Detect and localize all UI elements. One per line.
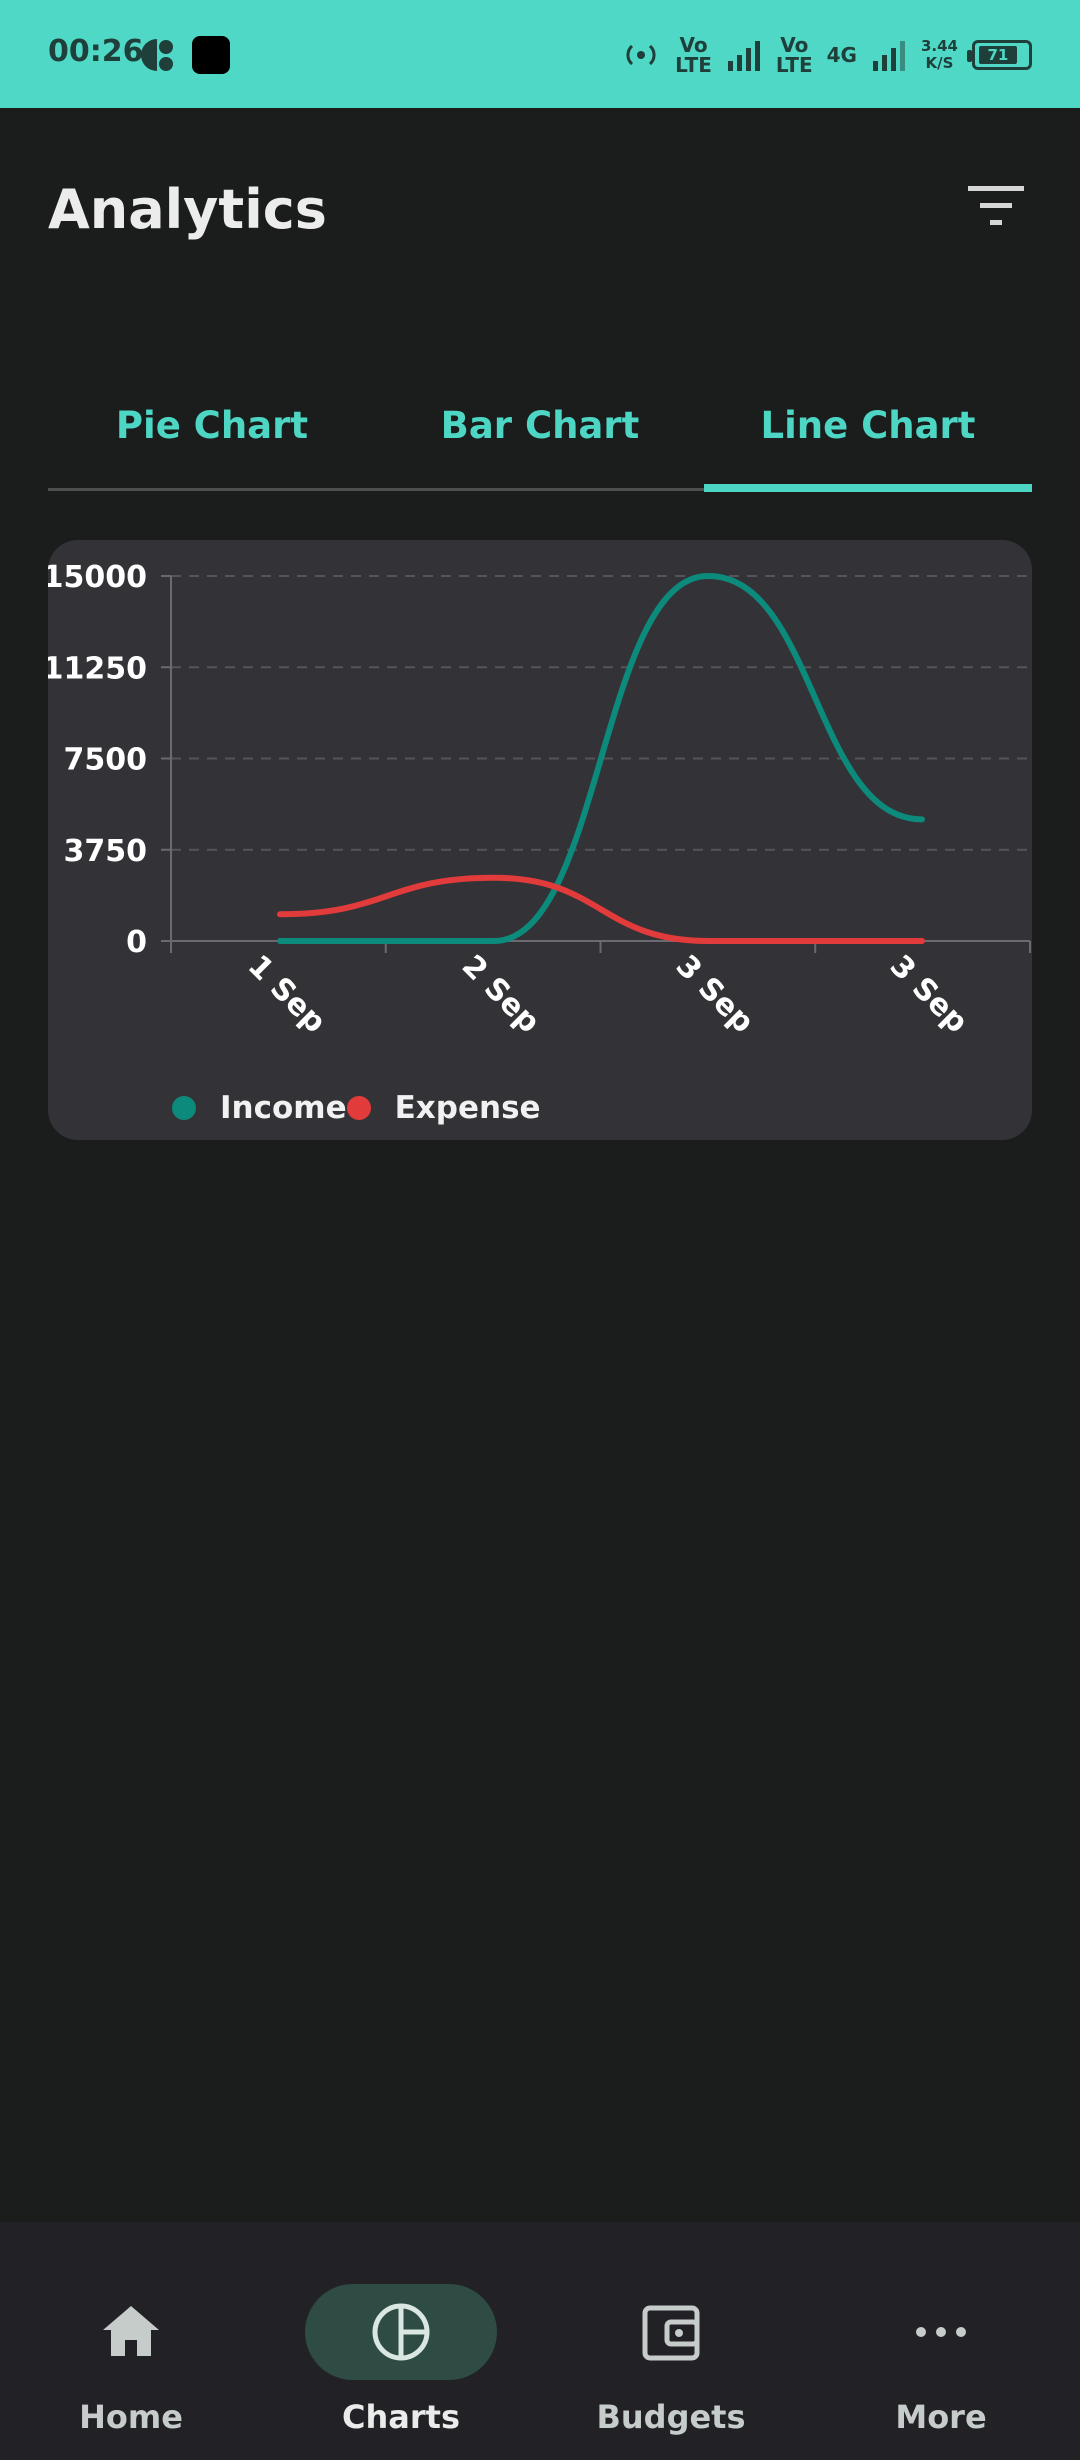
network-type-label: 4G (826, 43, 857, 67)
line-chart-card: 15000 11250 7500 3750 0 1 Sep 2 Sep 3 Sep 3 Sep … (48, 540, 1032, 1140)
tab-line-chart[interactable]: Line Chart (760, 404, 976, 447)
legend-label-income: Income (220, 1090, 347, 1126)
x-tick-label: 2 Sep (455, 948, 547, 1040)
tab-pie-chart[interactable]: Pie Chart (115, 404, 309, 447)
y-tick-label: 3750 (64, 834, 148, 869)
line-chart: 15000 11250 7500 3750 0 1 Sep 2 Sep 3 Sep 3 Sep (48, 560, 1031, 1040)
network-speed: 3.44 K/S (920, 37, 958, 72)
page-title: Analytics (48, 178, 327, 241)
nav-charts-label: Charts (342, 2398, 460, 2436)
x-tick-label: 1 Sep (241, 948, 333, 1040)
x-tick-label: 3 Sep (669, 948, 761, 1040)
tab-bar-chart[interactable]: Bar Chart (440, 404, 640, 447)
app-notification-icon (141, 39, 173, 71)
y-tick-label: 0 (126, 925, 147, 960)
bottom-navigation: Home Charts Budgets More (0, 2222, 1080, 2460)
battery-icon: 71 (967, 40, 1032, 70)
chart-legend: Income Expense (172, 1090, 541, 1126)
nav-more[interactable]: More (810, 2252, 1080, 2442)
hotspot-icon (626, 44, 656, 66)
status-time: 00:26 (48, 34, 144, 69)
filter-icon[interactable] (966, 184, 1026, 228)
volte-label-2: Vo LTE (775, 33, 813, 77)
nav-budgets[interactable]: Budgets (540, 2252, 810, 2442)
legend-item-income: Income (172, 1090, 347, 1126)
signal-icon-2 (872, 41, 905, 71)
legend-label-expense: Expense (394, 1090, 541, 1126)
battery-level: 71 (987, 46, 1009, 64)
status-bar: 00:26 Vo LTE Vo LTE 4G 3.44 K/S 71 (0, 0, 1080, 108)
series-line-income (277, 572, 925, 945)
y-tick-label: 7500 (64, 743, 148, 778)
legend-dot-income (172, 1096, 196, 1120)
chart-tabs: Pie Chart Bar Chart Line Chart (48, 390, 1032, 492)
more-icon (916, 2327, 966, 2337)
wallet-icon (642, 2305, 700, 2361)
legend-item-expense: Expense (346, 1090, 541, 1126)
nav-charts[interactable]: Charts (270, 2252, 540, 2442)
app-notification-icon-2 (192, 36, 230, 74)
nav-budgets-label: Budgets (596, 2398, 746, 2436)
tab-active-indicator (704, 484, 1032, 492)
nav-more-label: More (895, 2398, 987, 2436)
series-line-expense (277, 874, 925, 945)
legend-dot-expense (346, 1096, 371, 1120)
signal-icon-1 (727, 41, 760, 71)
chart-icon (372, 2303, 430, 2361)
nav-home-label: Home (79, 2398, 183, 2436)
y-tick-label: 15000 (48, 560, 147, 595)
home-icon (103, 2306, 159, 2356)
tabs-divider (48, 488, 1032, 491)
x-tick-label: 3 Sep (883, 948, 975, 1040)
nav-home[interactable]: Home (0, 2252, 270, 2442)
volte-label-1: Vo LTE (675, 33, 712, 77)
y-tick-label: 11250 (48, 651, 147, 686)
